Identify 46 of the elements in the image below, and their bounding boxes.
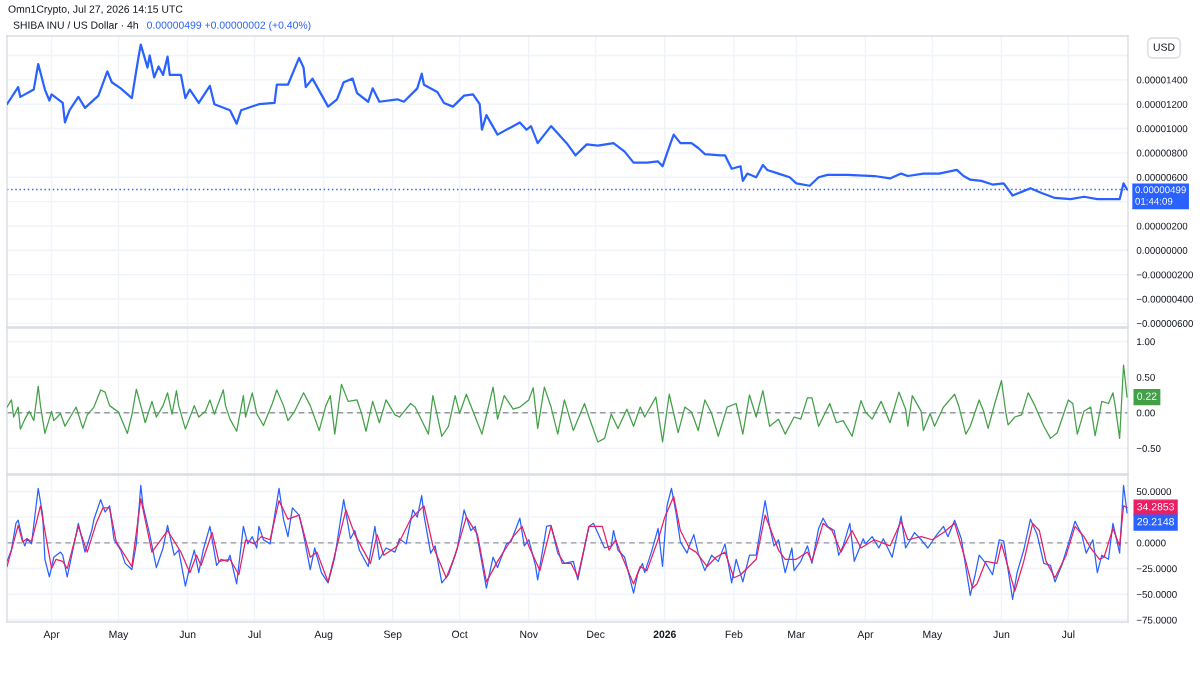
x-tick-label: May [109, 630, 129, 641]
x-tick-label: Feb [725, 630, 743, 638]
y-tick-label: −0.00000600 [1136, 320, 1193, 327]
y-tick-label: 1.00 [1137, 338, 1155, 346]
line-series [7, 484, 1128, 601]
x-tick-label: Apr [43, 630, 60, 641]
y-tick-label: 0.00001200 [1136, 100, 1188, 108]
annotation: 29.2148 [1137, 518, 1174, 526]
y-tick-label: 0.00000200 [1136, 222, 1188, 230]
y-tick-label: 0.00000800 [1136, 149, 1188, 157]
line-series [7, 364, 1128, 443]
y-axis-title: USD [1153, 43, 1175, 51]
x-tick-label: Jun [179, 630, 196, 638]
x-tick-label: Apr [857, 630, 874, 641]
annotation: 34.2853 [1137, 503, 1174, 511]
x-tick-label: Oct [452, 630, 468, 638]
y-tick-label: 0.00 [1136, 409, 1155, 417]
y-tick-label: −0.00000200 [1136, 271, 1193, 279]
x-tick-label: Aug [314, 630, 333, 641]
x-tick-label: Mar [788, 630, 806, 638]
y-tick-label: 0.0000 [1136, 539, 1166, 547]
y-tick-label: 0.00000600 [1136, 173, 1188, 181]
y-tick-label: 0.00001000 [1136, 125, 1188, 133]
line-series [7, 495, 1128, 592]
y-tick-label: −50.0000 [1136, 590, 1177, 598]
y-tick-label: −25.0000 [1136, 565, 1177, 573]
y-tick-label: 50.0000 [1136, 488, 1172, 496]
x-tick-label: Jun [993, 630, 1010, 638]
y-tick-label: −0.50 [1136, 445, 1161, 452]
x-tick-label: Dec [587, 630, 605, 638]
y-tick-label: −0.00000400 [1136, 295, 1193, 303]
y-tick-label: 0.00000000 [1136, 247, 1188, 254]
y-tick-label: 0.00001400 [1136, 76, 1188, 84]
annotation: 0.22 [1137, 392, 1157, 400]
x-tick-label: Nov [520, 630, 538, 638]
text: Omn1Crypto, Jul 27, 2026 14:15 UTC [8, 5, 183, 15]
y-tick-label: −75.0000 [1136, 616, 1177, 624]
y-tick-label: 0.50 [1136, 373, 1155, 381]
chart-title: SHIBA INU / US Dollar · 4h [13, 21, 138, 29]
ref-line-label: 0.00000499 01:44:09 [1135, 186, 1186, 205]
x-tick-label: 2026 [653, 630, 676, 638]
x-tick-label: Jul [248, 630, 261, 638]
x-tick-label: Sep [383, 630, 402, 641]
chart-subtitle: 0.00000499 +0.00000002 (+0.40%) [147, 21, 311, 31]
x-tick-label: Jul [1061, 630, 1075, 638]
x-tick-label: May [923, 630, 943, 641]
